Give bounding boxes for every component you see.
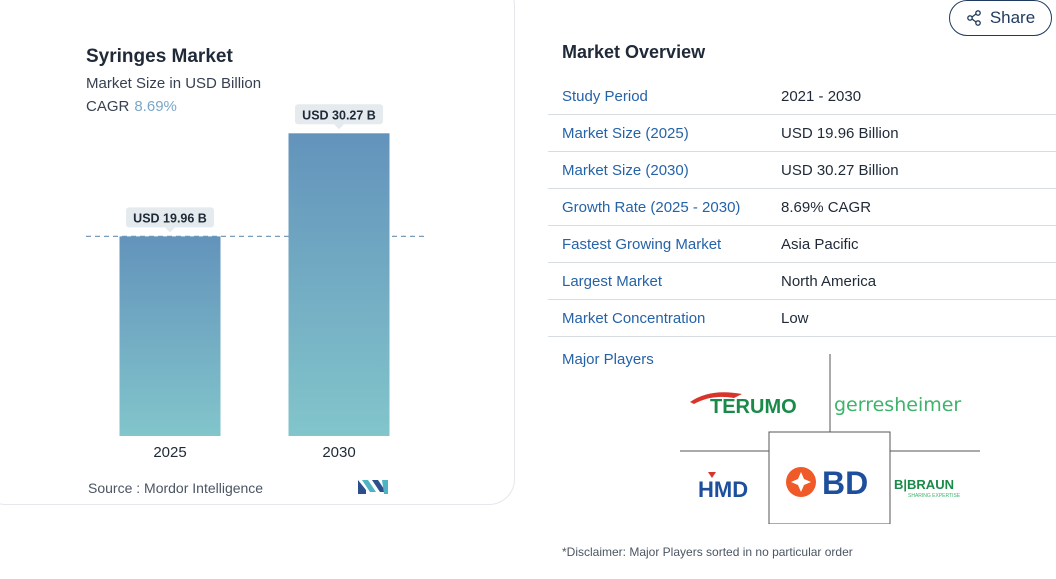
major-players-title[interactable]: Major Players <box>562 351 654 368</box>
row-label[interactable]: Largest Market <box>562 272 663 290</box>
data-label-2030: USD 30.27 B <box>302 108 376 122</box>
terumo-logo-text: TERUMO <box>710 396 797 418</box>
chart-cagr: CAGR 8.69% <box>86 98 177 115</box>
share-button[interactable]: Share <box>949 0 1052 36</box>
source-text: Source : Mordor Intelligence <box>88 480 264 496</box>
row-label[interactable]: Fastest Growing Market <box>562 235 722 253</box>
cagr-label: CAGR <box>86 98 130 115</box>
row-label[interactable]: Market Size (2030) <box>562 161 689 179</box>
chart-card <box>0 0 515 505</box>
overview-table: Study Period 2021 - 2030 Market Size (20… <box>548 78 1056 337</box>
hmd-logo-text: HMD <box>698 477 748 502</box>
bar-2030 <box>288 133 390 437</box>
overview-title: Market Overview <box>562 42 706 62</box>
bbraun-logo-text: B|BRAUN <box>894 477 954 492</box>
overview-row-largest-market: Largest Market North America <box>548 263 1056 300</box>
mordor-intelligence-logo-icon <box>358 480 388 494</box>
data-label-pointer <box>334 124 344 130</box>
gerresheimer-logo-text: gerresheimer <box>834 394 961 416</box>
bd-logo-text: BD <box>822 465 868 501</box>
row-label[interactable]: Study Period <box>562 87 648 105</box>
row-label[interactable]: Market Concentration <box>562 309 706 327</box>
row-value: Asia Pacific <box>781 235 859 253</box>
row-value: 8.69% CAGR <box>781 198 872 216</box>
major-players-logos: TERUMO gerresheimer HMD BD B|BRAUN SHARI… <box>680 354 980 524</box>
chart-subtitle: Market Size in USD Billion <box>86 75 262 92</box>
overview-row-concentration: Market Concentration Low <box>548 300 1056 337</box>
bbraun-logo: B|BRAUN SHARING EXPERTISE <box>894 477 961 499</box>
overview-row-study-period: Study Period 2021 - 2030 <box>548 78 1056 115</box>
bbraun-tagline: SHARING EXPERTISE <box>908 493 961 499</box>
data-label-pointer <box>165 227 175 233</box>
terumo-logo: TERUMO <box>690 392 797 418</box>
chart-title: Syringes Market <box>86 46 233 67</box>
cagr-value: 8.69% <box>134 98 177 115</box>
row-label[interactable]: Growth Rate (2025 - 2030) <box>562 198 741 216</box>
share-label: Share <box>989 8 1036 27</box>
row-value: USD 30.27 Billion <box>781 161 899 179</box>
overview-row-market-size-2030: Market Size (2030) USD 30.27 Billion <box>548 152 1056 189</box>
hmd-logo: HMD <box>698 472 748 502</box>
data-label-2025: USD 19.96 B <box>133 211 207 225</box>
row-label[interactable]: Market Size (2025) <box>562 124 689 142</box>
x-tick-label-2025: 2025 <box>153 444 186 461</box>
data-label-bg <box>295 104 383 125</box>
overview-row-fastest-growing: Fastest Growing Market Asia Pacific <box>548 226 1056 263</box>
bar-chart: USD 19.96 B 2025 USD 30.27 B 2030 <box>86 104 426 461</box>
row-value: 2021 - 2030 <box>781 87 862 105</box>
data-label-bg <box>126 207 214 228</box>
row-value: North America <box>781 272 877 290</box>
bd-logo: BD <box>786 465 868 501</box>
share-icon <box>966 10 981 26</box>
overview-row-market-size-2025: Market Size (2025) USD 19.96 Billion <box>548 115 1056 152</box>
row-value: USD 19.96 Billion <box>781 124 899 142</box>
row-value: Low <box>781 309 809 327</box>
bar-2025 <box>119 236 221 436</box>
x-tick-label-2030: 2030 <box>322 444 355 461</box>
overview-row-growth-rate: Growth Rate (2025 - 2030) 8.69% CAGR <box>548 189 1056 226</box>
disclaimer-text: *Disclaimer: Major Players sorted in no … <box>562 545 853 559</box>
